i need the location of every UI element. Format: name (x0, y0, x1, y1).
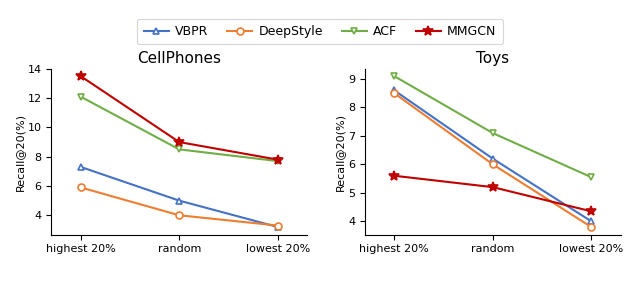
Title: CellPhones: CellPhones (137, 51, 221, 66)
Title: Toys: Toys (476, 51, 509, 66)
Legend: VBPR, DeepStyle, ACF, MMGCN: VBPR, DeepStyle, ACF, MMGCN (138, 19, 502, 44)
Y-axis label: Recall@20(%): Recall@20(%) (335, 113, 345, 190)
Y-axis label: Recall@20(%): Recall@20(%) (15, 113, 24, 190)
